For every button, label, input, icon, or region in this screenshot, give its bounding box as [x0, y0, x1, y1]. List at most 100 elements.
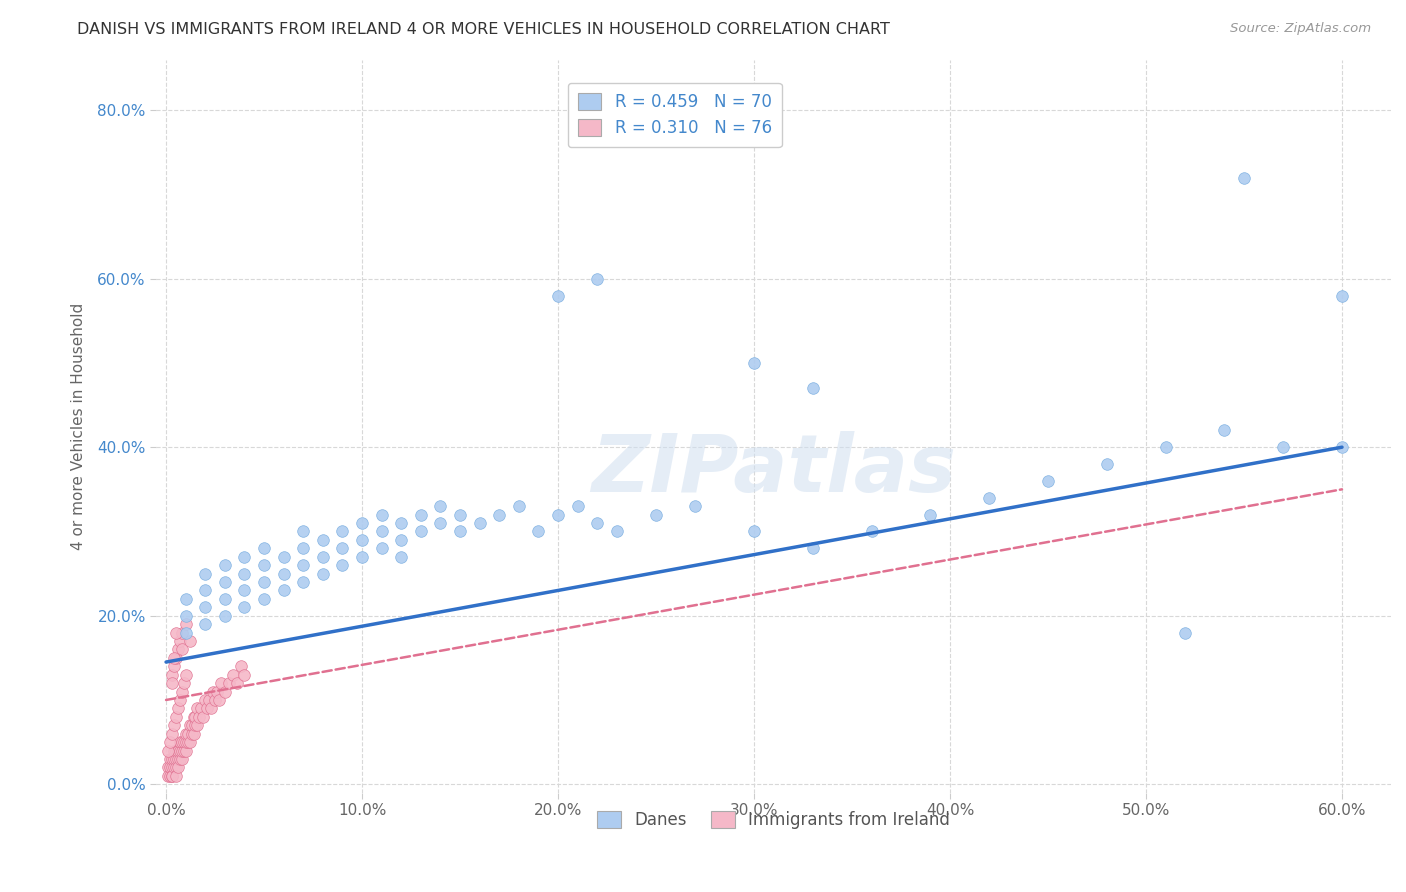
Point: [174, 591, 197, 606]
Text: ZIPatlas: ZIPatlas: [591, 431, 956, 509]
Point: [176, 735, 198, 749]
Point: [253, 558, 276, 573]
Point: [233, 566, 256, 581]
Point: [214, 684, 236, 698]
Point: [292, 574, 315, 589]
Point: [165, 650, 187, 665]
Point: [352, 533, 374, 547]
Point: [214, 608, 236, 623]
Point: [214, 574, 236, 589]
Point: [527, 524, 550, 539]
Point: [160, 769, 183, 783]
Point: [801, 381, 824, 395]
Point: [1330, 288, 1353, 302]
Point: [160, 752, 183, 766]
Point: [157, 760, 180, 774]
Point: [183, 710, 205, 724]
Point: [173, 676, 195, 690]
Point: [174, 608, 197, 623]
Point: [170, 642, 193, 657]
Point: [159, 752, 181, 766]
Point: [174, 735, 197, 749]
Point: [920, 508, 942, 522]
Point: [233, 549, 256, 564]
Point: [979, 491, 1001, 505]
Point: [409, 524, 432, 539]
Point: [174, 727, 197, 741]
Point: [194, 617, 217, 632]
Point: [312, 533, 335, 547]
Point: [169, 743, 191, 757]
Point: [214, 591, 236, 606]
Point: [547, 508, 569, 522]
Point: [194, 600, 217, 615]
Point: [352, 516, 374, 530]
Point: [160, 769, 183, 783]
Point: [332, 541, 354, 556]
Point: [860, 524, 883, 539]
Point: [225, 676, 247, 690]
Point: [186, 701, 208, 715]
Point: [200, 701, 222, 715]
Point: [170, 625, 193, 640]
Point: [273, 549, 295, 564]
Point: [179, 735, 201, 749]
Point: [174, 667, 197, 681]
Point: [292, 524, 315, 539]
Point: [1233, 170, 1256, 185]
Point: [166, 642, 188, 657]
Point: [292, 541, 315, 556]
Point: [586, 271, 609, 285]
Point: [567, 499, 589, 513]
Point: [184, 718, 207, 732]
Point: [229, 659, 252, 673]
Point: [160, 727, 183, 741]
Point: [202, 684, 225, 698]
Point: [233, 667, 256, 681]
Point: [204, 693, 226, 707]
Point: [157, 743, 180, 757]
Point: [1036, 474, 1059, 488]
Point: [233, 583, 256, 598]
Point: [195, 701, 218, 715]
Point: [194, 693, 217, 707]
Point: [188, 710, 211, 724]
Point: [170, 735, 193, 749]
Point: [165, 625, 187, 640]
Point: [209, 676, 232, 690]
Point: [233, 600, 256, 615]
Point: [508, 499, 530, 513]
Point: [183, 727, 205, 741]
Point: [253, 541, 276, 556]
Point: [352, 549, 374, 564]
Point: [163, 760, 186, 774]
Point: [160, 667, 183, 681]
Point: [273, 583, 295, 598]
Point: [389, 549, 412, 564]
Point: [166, 743, 188, 757]
Point: [332, 524, 354, 539]
Point: [429, 499, 451, 513]
Point: [159, 769, 181, 783]
Point: [165, 743, 187, 757]
Point: [157, 769, 180, 783]
Text: Source: ZipAtlas.com: Source: ZipAtlas.com: [1230, 22, 1371, 36]
Legend: Danes, Immigrants from Ireland: Danes, Immigrants from Ireland: [591, 804, 956, 836]
Y-axis label: 4 or more Vehicles in Household: 4 or more Vehicles in Household: [72, 302, 86, 549]
Point: [170, 743, 193, 757]
Point: [683, 499, 706, 513]
Point: [163, 743, 186, 757]
Point: [1174, 625, 1197, 640]
Point: [547, 288, 569, 302]
Point: [173, 735, 195, 749]
Text: DANISH VS IMMIGRANTS FROM IRELAND 4 OR MORE VEHICLES IN HOUSEHOLD CORRELATION CH: DANISH VS IMMIGRANTS FROM IRELAND 4 OR M…: [77, 22, 890, 37]
Point: [180, 718, 202, 732]
Point: [370, 508, 392, 522]
Point: [174, 625, 197, 640]
Point: [165, 760, 187, 774]
Point: [174, 617, 197, 632]
Point: [179, 634, 201, 648]
Point: [222, 667, 245, 681]
Point: [449, 508, 471, 522]
Point: [801, 541, 824, 556]
